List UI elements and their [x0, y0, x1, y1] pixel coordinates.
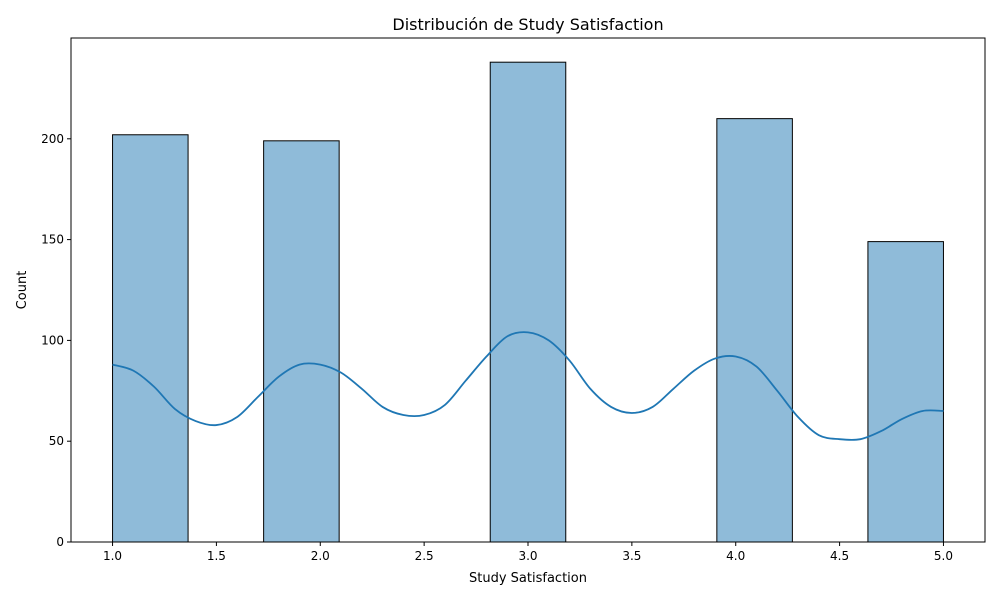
y-tick-label: 100 [41, 333, 64, 347]
x-tick-label: 3.5 [622, 549, 641, 563]
y-tick-label: 200 [41, 132, 64, 146]
x-tick-label: 5.0 [934, 549, 953, 563]
bars-layer [112, 61, 944, 543]
x-axis-label: Study Satisfaction [469, 571, 587, 586]
x-tick-label: 3.0 [518, 549, 537, 563]
histogram-bar-5 [867, 241, 944, 543]
y-tick-label: 50 [49, 434, 64, 448]
y-tick-label: 0 [56, 535, 64, 549]
y-axis-label: Count [15, 271, 30, 310]
histogram-bar-4 [716, 118, 793, 543]
x-tick-label: 4.5 [830, 549, 849, 563]
y-tick-label: 150 [41, 233, 64, 247]
ticks-layer: 1.0 1.5 2.0 2.5 3.0 3.5 4.0 4.5 5.0 0 50 100 150 200 [41, 132, 953, 563]
histogram-bar-2 [263, 140, 340, 543]
histogram-bar-1 [112, 134, 189, 543]
x-tick-label: 2.5 [415, 549, 434, 563]
kde-line [112, 331, 944, 441]
x-tick-label: 1.5 [207, 549, 226, 563]
chart-title: Distribución de Study Satisfaction [392, 15, 663, 34]
histogram-bar-3 [489, 61, 567, 543]
x-tick-label: 1.0 [103, 549, 122, 563]
kde-layer [112, 331, 944, 441]
x-tick-label: 4.0 [726, 549, 745, 563]
x-tick-label: 2.0 [311, 549, 330, 563]
